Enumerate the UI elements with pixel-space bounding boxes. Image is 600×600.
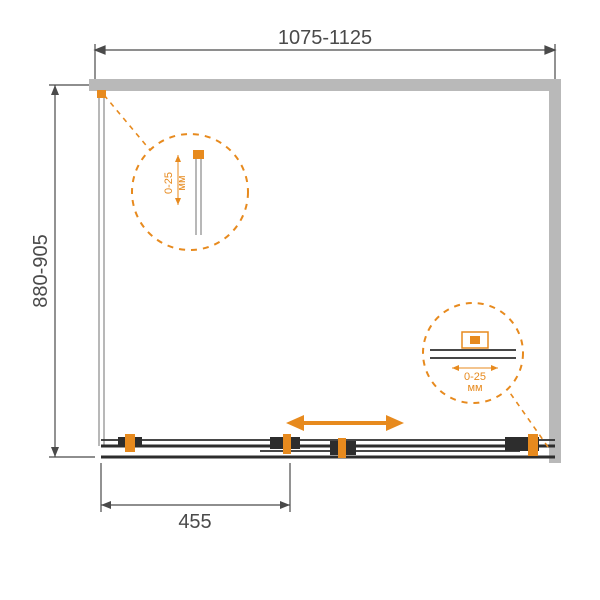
callout-bottom: 0-25 мм	[423, 303, 548, 447]
callout-top: 0-25 мм	[104, 95, 248, 250]
slide-arrow	[286, 415, 404, 431]
callout-top-unit: мм	[176, 175, 188, 190]
technical-drawing: 1075-1125 880-905	[0, 0, 600, 600]
dim-bottom-label: 455	[178, 511, 211, 533]
dim-left: 880-905	[30, 85, 95, 457]
dim-top-label: 1075-1125	[278, 27, 372, 49]
callout-bottom-unit: мм	[467, 382, 482, 394]
left-panel	[97, 90, 106, 446]
hardware-right	[505, 434, 539, 456]
hardware-mid2	[330, 438, 356, 458]
dim-top: 1075-1125	[95, 27, 555, 85]
dim-bottom: 455	[101, 463, 290, 533]
dim-left-label: 880-905	[30, 234, 52, 307]
callout-top-value: 0-25	[163, 172, 175, 194]
walls	[89, 79, 561, 463]
hardware-left	[118, 434, 142, 452]
bottom-track	[101, 434, 555, 458]
